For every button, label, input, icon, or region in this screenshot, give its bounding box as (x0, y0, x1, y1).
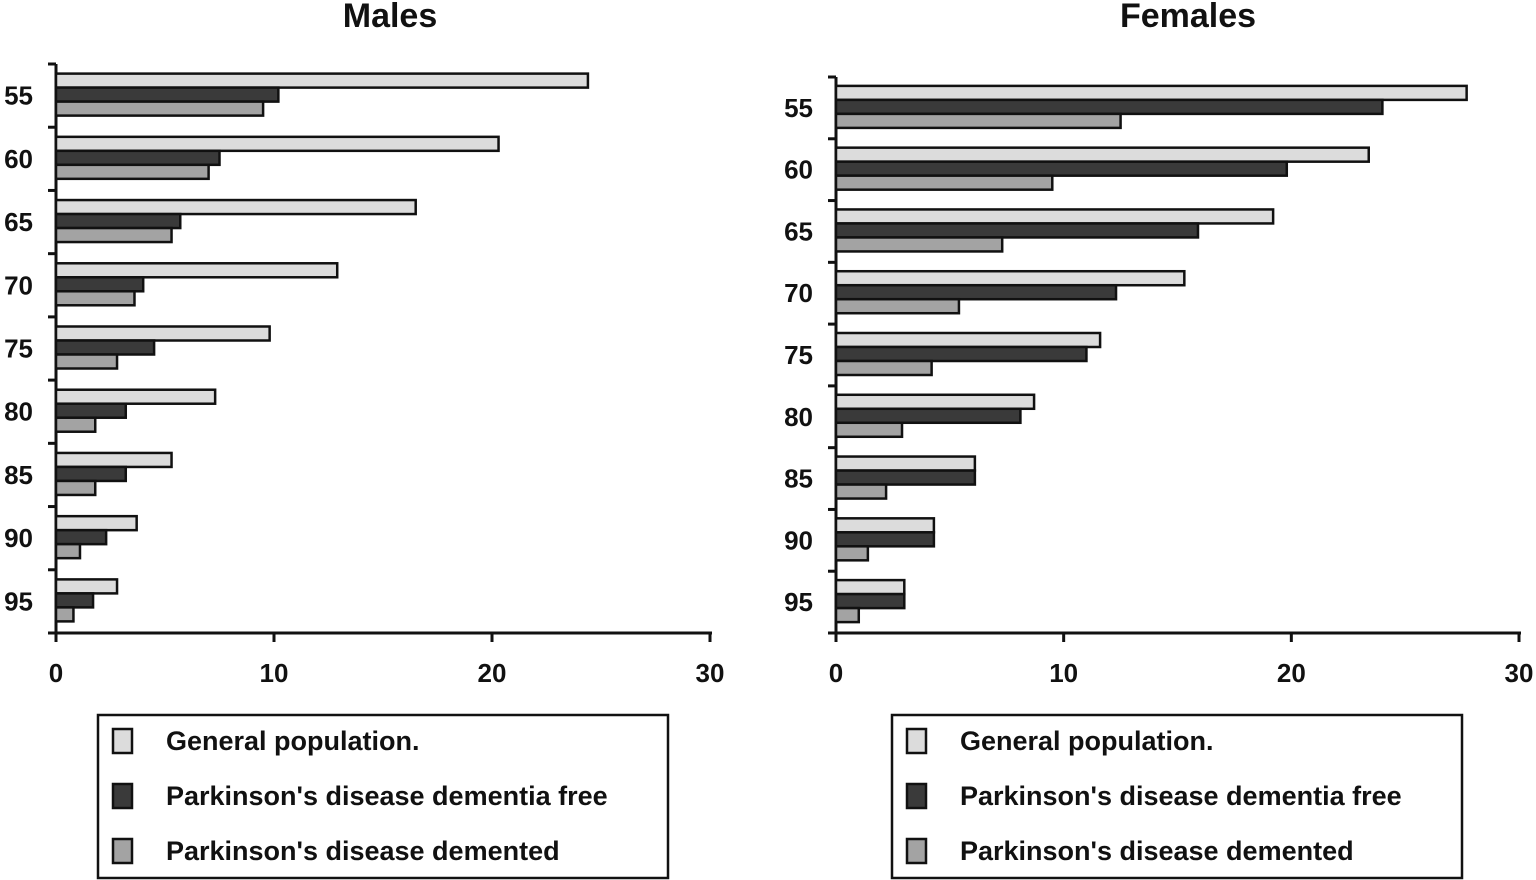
y-tick-label: 55 (4, 81, 33, 111)
legend-label: General population. (166, 726, 420, 756)
bar (834, 592, 906, 610)
legend-swatch (905, 837, 928, 865)
bar (834, 236, 1004, 253)
legend-swatch (111, 782, 134, 810)
bar (54, 578, 119, 595)
bar (54, 86, 280, 103)
bar (834, 84, 1468, 102)
chart-title: Females (1120, 0, 1256, 35)
y-tick-label: 65 (784, 216, 813, 246)
bar (54, 606, 75, 623)
bar (834, 545, 870, 562)
bar (834, 407, 1022, 425)
bar (834, 208, 1275, 225)
bar (54, 528, 108, 546)
y-tick-label: 75 (784, 340, 813, 370)
bar (54, 416, 97, 433)
y-tick-label: 95 (784, 587, 813, 617)
x-tick-label: 10 (1049, 658, 1078, 688)
bar (54, 592, 95, 609)
bar (54, 198, 417, 216)
legend-box (890, 713, 1464, 880)
legend-swatch (111, 727, 134, 755)
x-tick-label: 30 (1505, 658, 1534, 688)
bar (54, 353, 119, 370)
bar (54, 72, 590, 89)
bar (54, 465, 128, 483)
legend-swatch (111, 837, 134, 865)
bar (54, 339, 156, 356)
bar (54, 290, 136, 307)
bar (834, 160, 1289, 177)
bar (834, 359, 933, 377)
bar (834, 531, 936, 548)
bar (834, 174, 1054, 191)
y-tick-label: 70 (4, 270, 33, 300)
bar (834, 421, 904, 439)
y-tick-label: 95 (4, 586, 33, 616)
x-tick-label: 10 (260, 658, 289, 688)
bar (834, 146, 1370, 163)
bar (54, 149, 221, 167)
bar (54, 262, 339, 279)
y-tick-label: 60 (784, 155, 813, 185)
bar (54, 276, 145, 293)
bar (834, 331, 1102, 349)
y-tick-label: 90 (4, 523, 33, 553)
bar (54, 212, 182, 230)
chart-title: Males (343, 0, 438, 35)
bar (54, 226, 173, 244)
bar (54, 100, 265, 117)
bar (54, 451, 173, 469)
y-tick-label: 70 (784, 278, 813, 308)
females-panel: Females 0 10 20 30 55 60 65 70 75 80 85 90 95 General… (784, 0, 1534, 880)
legend-label: Parkinson's disease demented (960, 836, 1354, 866)
bar (834, 483, 888, 500)
legend-label: Parkinson's disease demented (166, 836, 560, 866)
x-tick-label: 30 (696, 658, 725, 688)
legend-label: Parkinson's disease dementia free (166, 781, 608, 811)
bar (54, 163, 210, 181)
bar (834, 112, 1122, 130)
legend-box (96, 713, 670, 880)
legend-swatch (905, 782, 928, 810)
bar (834, 269, 1186, 287)
bar (834, 345, 1088, 363)
x-tick-label: 0 (49, 658, 63, 688)
bar (834, 297, 961, 315)
bar (54, 514, 138, 532)
bar (54, 402, 128, 419)
x-tick-label: 20 (478, 658, 507, 688)
y-tick-label: 60 (4, 144, 33, 174)
y-tick-label: 85 (784, 464, 813, 494)
bar (54, 325, 271, 342)
legend-label: Parkinson's disease dementia free (960, 781, 1402, 811)
y-tick-label: 80 (784, 402, 813, 432)
x-tick-label: 0 (829, 658, 843, 688)
males-panel: Males 0 10 20 30 55 60 65 70 75 80 85 90 95 General p… (4, 0, 725, 880)
y-tick-label: 90 (784, 525, 813, 555)
legend-label: General population. (960, 726, 1214, 756)
y-tick-label: 75 (4, 334, 33, 364)
x-tick-label: 20 (1277, 658, 1306, 688)
bar (54, 388, 217, 405)
y-tick-label: 55 (784, 93, 813, 123)
bar (834, 283, 1118, 301)
bar (834, 517, 936, 534)
bar (834, 578, 906, 596)
bar (834, 98, 1384, 116)
bar (54, 135, 500, 153)
y-tick-label: 65 (4, 207, 33, 237)
y-tick-label: 85 (4, 460, 33, 490)
bar (54, 542, 82, 560)
bar (54, 479, 97, 497)
bar (834, 469, 977, 486)
legend-swatch (905, 727, 928, 755)
bar (834, 455, 977, 472)
bar (834, 222, 1200, 239)
bar (834, 606, 861, 624)
y-tick-label: 80 (4, 397, 33, 427)
bar (834, 393, 1036, 411)
